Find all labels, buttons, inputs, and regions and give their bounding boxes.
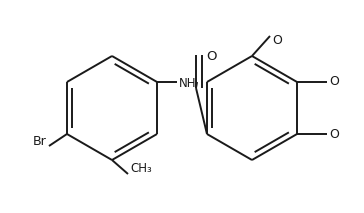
- Text: O: O: [206, 50, 217, 63]
- Text: O: O: [329, 128, 339, 141]
- Text: NH: NH: [179, 78, 197, 91]
- Text: O: O: [329, 75, 339, 88]
- Text: O: O: [272, 34, 282, 47]
- Text: CH₃: CH₃: [130, 162, 152, 175]
- Text: Br: Br: [33, 135, 47, 148]
